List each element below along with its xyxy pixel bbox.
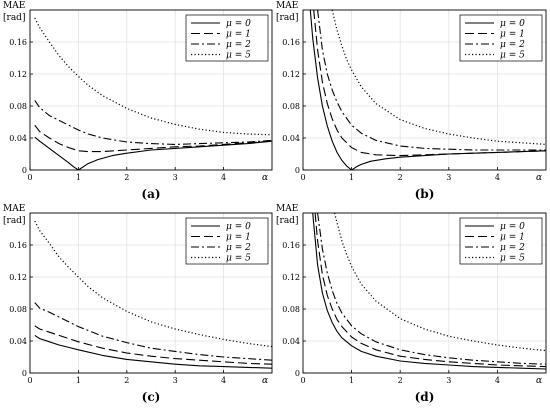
y-tick-label: 0 <box>22 166 27 175</box>
legend-label: μ = 0 <box>226 19 251 29</box>
x-tick-label: 4 <box>495 173 500 182</box>
series-line-mu-1 <box>314 213 546 368</box>
x-tick-label: 0 <box>27 173 32 182</box>
panel-label: (b) <box>415 187 435 201</box>
legend-label: μ = 2 <box>500 40 525 50</box>
series-line-mu-1 <box>313 10 546 157</box>
y-tick-label: 0.16 <box>282 241 300 250</box>
y-axis-unit: [rad] <box>276 13 298 23</box>
legend-label: μ = 0 <box>500 19 525 29</box>
x-tick-label: 1 <box>76 376 81 385</box>
legend-label: μ = 2 <box>500 243 525 253</box>
series-line-mu-1 <box>34 325 272 365</box>
x-tick-label: 2 <box>124 376 129 385</box>
panel-label: (d) <box>415 390 435 404</box>
y-tick-label: 0 <box>22 369 27 378</box>
legend-label: μ = 1 <box>500 233 525 243</box>
y-axis-unit: [rad] <box>276 216 298 226</box>
legend-label: μ = 5 <box>226 51 251 61</box>
x-tick-label: 3 <box>446 376 451 385</box>
x-tick-label: 4 <box>221 173 226 182</box>
x-tick-label: 0 <box>300 376 305 385</box>
legend-label: μ = 0 <box>226 222 251 232</box>
x-tick-label: 1 <box>349 376 354 385</box>
y-axis-unit: [rad] <box>3 13 25 23</box>
x-tick-label: 0 <box>27 376 32 385</box>
y-tick-label: 0.04 <box>282 134 300 143</box>
legend-label: μ = 0 <box>500 222 525 232</box>
y-tick-label: 0.12 <box>282 273 300 282</box>
plot-frame <box>29 212 273 374</box>
y-tick-label: 0.08 <box>282 102 300 111</box>
series-line-mu-0 <box>34 136 272 170</box>
x-tick-label: 4 <box>221 376 226 385</box>
series-line-mu-1 <box>34 124 272 153</box>
y-tick-label: 0.04 <box>9 337 27 346</box>
y-axis-unit: [rad] <box>3 216 25 226</box>
legend-label: μ = 1 <box>226 233 251 243</box>
legend: μ = 0μ = 1μ = 2μ = 5 <box>185 217 269 265</box>
series-line-mu-0 <box>312 213 546 370</box>
x-axis-label: α <box>262 173 268 183</box>
x-axis-label: α <box>536 173 542 183</box>
legend-label: μ = 5 <box>500 254 525 264</box>
legend-label: μ = 1 <box>500 30 525 40</box>
y-axis-label: MAE <box>276 1 298 11</box>
y-tick-label: 0.16 <box>9 38 27 47</box>
x-axis-label: α <box>536 376 542 386</box>
y-tick-label: 0.16 <box>9 241 27 250</box>
y-tick-label: 0 <box>295 166 300 175</box>
y-axis-label: MAE <box>276 204 298 214</box>
legend-label: μ = 1 <box>226 30 251 40</box>
x-tick-label: 3 <box>446 173 451 182</box>
series-line-mu-2 <box>317 10 546 151</box>
y-tick-label: 0.12 <box>9 70 27 79</box>
plot-frame <box>29 9 273 171</box>
y-tick-label: 0.04 <box>282 337 300 346</box>
x-tick-label: 2 <box>398 376 403 385</box>
x-axis-label: α <box>262 376 268 386</box>
y-tick-label: 0.16 <box>282 38 300 47</box>
x-tick-label: 2 <box>124 173 129 182</box>
x-tick-label: 1 <box>349 173 354 182</box>
x-tick-label: 3 <box>173 173 178 182</box>
legend: μ = 0μ = 1μ = 2μ = 5 <box>459 14 543 62</box>
y-tick-label: 0.12 <box>9 273 27 282</box>
y-axis-label: MAE <box>3 1 25 11</box>
x-tick-label: 1 <box>76 173 81 182</box>
y-tick-label: 0.12 <box>282 70 300 79</box>
legend: μ = 0μ = 1μ = 2μ = 5 <box>459 217 543 265</box>
series-line-mu-2 <box>317 213 546 365</box>
series-line-mu-2 <box>34 100 272 145</box>
x-tick-label: 3 <box>173 376 178 385</box>
legend-label: μ = 2 <box>226 40 251 50</box>
series-line-mu-0 <box>34 334 272 369</box>
series-line-mu-2 <box>34 302 272 361</box>
series-line-mu-5 <box>34 220 272 348</box>
series-line-mu-5 <box>331 10 546 145</box>
y-tick-label: 0.08 <box>282 305 300 314</box>
y-axis-label: MAE <box>3 204 25 214</box>
y-tick-label: 0.04 <box>9 134 27 143</box>
y-tick-label: 0.08 <box>9 102 27 111</box>
panel-label: (a) <box>141 187 160 201</box>
plot-frame <box>302 212 547 374</box>
panel-label: (c) <box>142 390 161 404</box>
y-tick-label: 0 <box>295 369 300 378</box>
y-tick-label: 0.08 <box>9 305 27 314</box>
x-tick-label: 2 <box>398 173 403 182</box>
plot-frame <box>302 9 547 171</box>
legend-label: μ = 5 <box>226 254 251 264</box>
legend: μ = 0μ = 1μ = 2μ = 5 <box>185 14 269 62</box>
legend-label: μ = 2 <box>226 243 251 253</box>
x-tick-label: 4 <box>495 376 500 385</box>
x-tick-label: 0 <box>300 173 305 182</box>
legend-label: μ = 5 <box>500 51 525 61</box>
